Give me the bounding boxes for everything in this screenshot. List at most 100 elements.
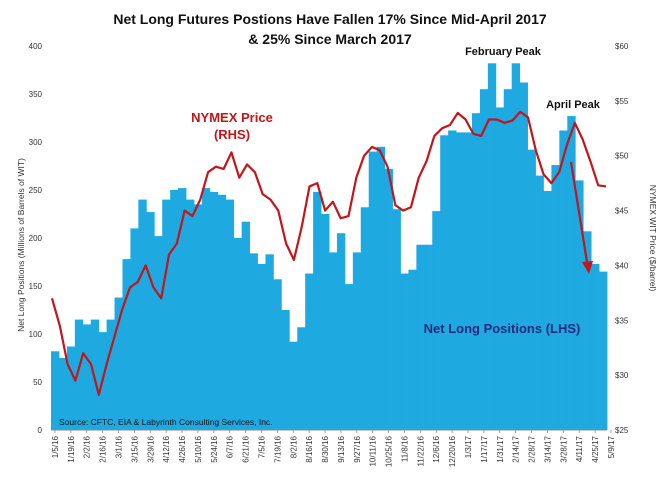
position-bar (527, 149, 536, 430)
position-bar (551, 165, 560, 431)
left-tick-label: 200 (29, 234, 43, 243)
x-tick-label: 8/16/16 (305, 435, 314, 462)
x-tick-label: 3/15/16 (130, 435, 139, 462)
position-bar (265, 254, 274, 430)
left-tick-label: 100 (29, 330, 43, 339)
position-bar (130, 228, 139, 430)
x-tick-label: 12/6/16 (432, 435, 441, 462)
position-bar (384, 168, 393, 430)
x-tick-label: 4/25/17 (591, 435, 600, 462)
x-tick-label: 11/22/16 (416, 435, 425, 466)
right-tick-label: $30 (615, 371, 629, 380)
x-tick-label: 3/14/17 (543, 435, 552, 462)
position-bar (440, 135, 449, 430)
position-bar (201, 188, 211, 430)
x-tick-labels: 1/5/16 1/19/16 2/2/16 2/16/16 3/1/16 3/15/16 3… (51, 435, 616, 467)
position-bar (249, 253, 258, 430)
decline-arrow (569, 161, 589, 263)
position-bar (416, 244, 425, 430)
position-bar (583, 231, 592, 430)
left-tick-labels: 0 50 100 150 200 250 300 350 400 (29, 42, 43, 435)
x-tick-label: 6/7/16 (226, 435, 235, 458)
position-bar (336, 233, 346, 430)
position-bar (178, 188, 187, 430)
position-bar (106, 319, 115, 430)
right-tick-label: $45 (615, 207, 629, 216)
position-bar (408, 269, 417, 430)
position-bar (471, 113, 481, 430)
x-tick-label: 12/20/16 (448, 435, 457, 467)
price-line (50, 110, 607, 396)
position-bar (241, 221, 250, 430)
position-bar (321, 214, 330, 430)
position-bar (329, 252, 338, 430)
x-tick-label: 1/19/16 (67, 435, 76, 462)
source-note: Source: CFTC, EIA & Labyrinth Consulting… (59, 417, 273, 427)
position-bar (456, 132, 465, 430)
x-tick-label: 5/10/16 (194, 435, 203, 462)
position-bar (289, 341, 298, 430)
price-series-axis-note: (RHS) (214, 127, 250, 142)
position-bar (313, 191, 322, 430)
position-bar (599, 271, 608, 430)
position-bar (186, 199, 195, 430)
position-bar (51, 351, 60, 430)
left-tick-label: 50 (33, 378, 42, 387)
right-tick-label: $50 (615, 152, 629, 161)
position-bar (464, 132, 473, 430)
position-bar (58, 358, 68, 430)
left-tick-label: 400 (29, 42, 43, 51)
x-tick-label: 2/28/17 (528, 435, 537, 462)
position-bar (209, 191, 219, 430)
position-bar (575, 180, 584, 430)
x-tick-label: 1/3/17 (464, 435, 473, 458)
position-bar (225, 199, 235, 430)
position-bar (519, 82, 528, 430)
x-tick-label: 3/28/17 (559, 435, 568, 462)
position-bar (305, 273, 314, 430)
position-bar (559, 130, 568, 431)
right-tick-label: $40 (615, 261, 629, 270)
left-tick-label: 300 (29, 138, 43, 147)
position-bar (479, 89, 489, 430)
position-bar (114, 297, 123, 430)
position-bar (193, 204, 203, 430)
decline-arrow-head (582, 261, 593, 274)
february-peak-label: February Peak (465, 46, 542, 58)
position-bar (448, 130, 457, 431)
x-tick-label: 4/26/16 (178, 435, 187, 462)
position-bar (297, 327, 306, 430)
position-bar (233, 238, 243, 430)
right-tick-label: $25 (615, 426, 629, 435)
chart-title-line-2: & 25% Since March 2017 (248, 31, 412, 47)
bars-layer (51, 63, 608, 431)
left-axis-label: Net Long Positions (Millions of Barrels … (16, 158, 26, 332)
x-tick-label: 6/21/16 (242, 435, 251, 462)
position-bar (138, 199, 147, 430)
position-bar (360, 207, 370, 430)
position-bar (146, 212, 155, 430)
x-tick-label: 7/19/16 (273, 435, 282, 462)
position-bar (154, 236, 163, 430)
position-bar (487, 63, 497, 430)
left-tick-label: 250 (29, 186, 43, 195)
x-tick-label: 5/9/17 (607, 435, 616, 458)
position-bar (535, 175, 544, 430)
position-bar (376, 146, 385, 431)
right-tick-label: $55 (615, 97, 629, 106)
x-tick-label: 1/31/17 (496, 435, 505, 462)
position-bar (495, 107, 505, 430)
position-bar (591, 263, 600, 430)
left-tick-label: 150 (29, 282, 43, 291)
left-tick-label: 350 (29, 90, 43, 99)
position-bar (368, 151, 378, 430)
x-tick-label: 5/24/16 (210, 435, 219, 462)
position-bar (82, 324, 92, 430)
position-bar (257, 263, 266, 430)
x-tick-label: 11/8/16 (400, 435, 409, 462)
x-tick-label: 8/2/16 (289, 435, 298, 458)
position-bar (66, 346, 76, 430)
right-tick-label: $35 (615, 316, 629, 325)
